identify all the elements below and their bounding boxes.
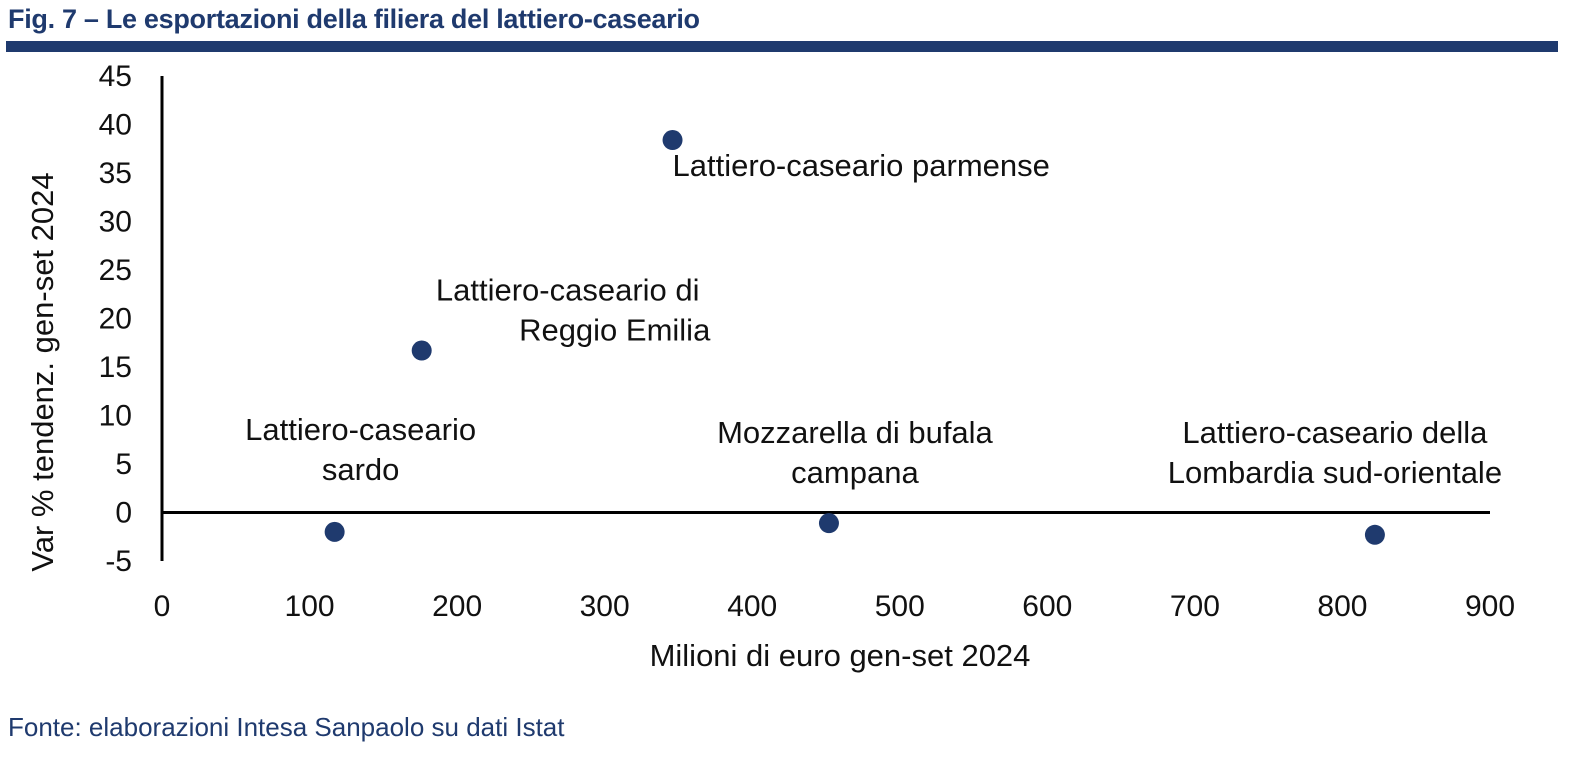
y-axis-title: Var % tendenz. gen-set 2024	[25, 172, 60, 571]
data-point	[411, 340, 432, 361]
figure-title: Fig. 7 – Le esportazioni della filiera d…	[8, 4, 700, 34]
y-tick-label: 30	[99, 206, 132, 239]
data-point	[662, 130, 683, 151]
x-axis-title: Milioni di euro gen-set 2024	[650, 638, 1031, 673]
x-tick-label: 700	[1170, 590, 1220, 623]
y-tick-label: 45	[99, 60, 132, 93]
y-tick-label: 40	[99, 109, 132, 142]
title-rule	[6, 41, 1558, 52]
x-tick-label: 200	[432, 590, 482, 623]
x-tick-label: 600	[1022, 590, 1072, 623]
x-tick-label: 800	[1317, 590, 1367, 623]
x-tick-labels: 0 100 200 300 400 500 600 700 800 900	[154, 590, 1515, 623]
x-tick-label: 500	[875, 590, 925, 623]
x-tick-label: 400	[727, 590, 777, 623]
y-tick-label: 10	[99, 400, 132, 433]
y-tick-label: 15	[99, 351, 132, 384]
x-tick-label: 100	[285, 590, 335, 623]
data-point	[324, 521, 345, 542]
y-tick-label: 0	[115, 497, 132, 530]
y-tick-label: 5	[115, 448, 132, 481]
x-tick-label: 0	[154, 590, 171, 623]
data-label: Mozzarella di bufala campana	[717, 415, 993, 490]
point-labels: Lattiero-caseario sardo Lattiero-caseario …	[245, 148, 1502, 490]
y-tick-label: -5	[105, 545, 132, 578]
data-label: Lattiero-caseario della Lombardia sud-ori…	[1168, 415, 1502, 490]
axes	[160, 76, 1490, 561]
data-label: Lattiero-caseario di Reggio Emilia	[436, 273, 711, 348]
data-point	[818, 513, 839, 534]
data-points	[324, 130, 1385, 545]
x-tick-label: 300	[580, 590, 630, 623]
y-tick-label: 25	[99, 254, 132, 287]
data-label: Lattiero-caseario sardo	[245, 412, 476, 487]
y-tick-labels: 45 40 35 30 25 20 15 10 5 0 -5	[99, 60, 132, 578]
data-point	[1364, 524, 1385, 545]
source-note: Fonte: elaborazioni Intesa Sanpaolo su d…	[8, 712, 565, 742]
data-label: Lattiero-caseario parmense	[673, 148, 1050, 183]
x-tick-label: 900	[1465, 590, 1515, 623]
y-tick-label: 35	[99, 157, 132, 190]
y-tick-label: 20	[99, 303, 132, 336]
